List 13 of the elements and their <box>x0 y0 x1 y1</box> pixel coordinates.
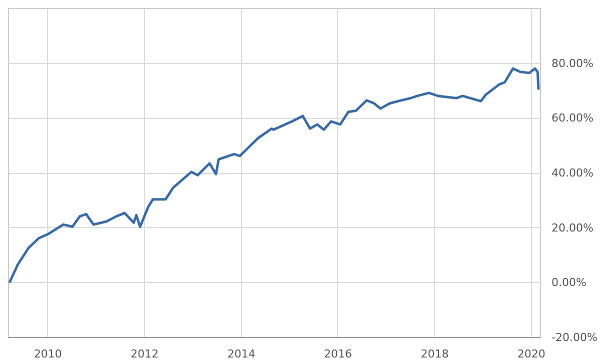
x-tick-label: 2020 <box>517 348 546 360</box>
y-tick-label: 40.00% <box>552 166 594 180</box>
line-series <box>8 67 540 284</box>
x-tick-label: 2014 <box>227 348 256 360</box>
x-tick-label: 2012 <box>130 348 159 360</box>
x-tick-label: 2018 <box>420 348 449 360</box>
x-tick-label: 2010 <box>34 348 62 360</box>
y-tick-label: 20.00% <box>552 221 594 234</box>
y-tick-label: -20.00% <box>552 331 598 344</box>
y-tick-label: 60.00% <box>552 112 594 125</box>
y-tick-label: 0.00% <box>552 276 586 290</box>
y-tick-label: 80.00% <box>552 56 594 70</box>
x-tick-label: 2016 <box>324 348 352 360</box>
